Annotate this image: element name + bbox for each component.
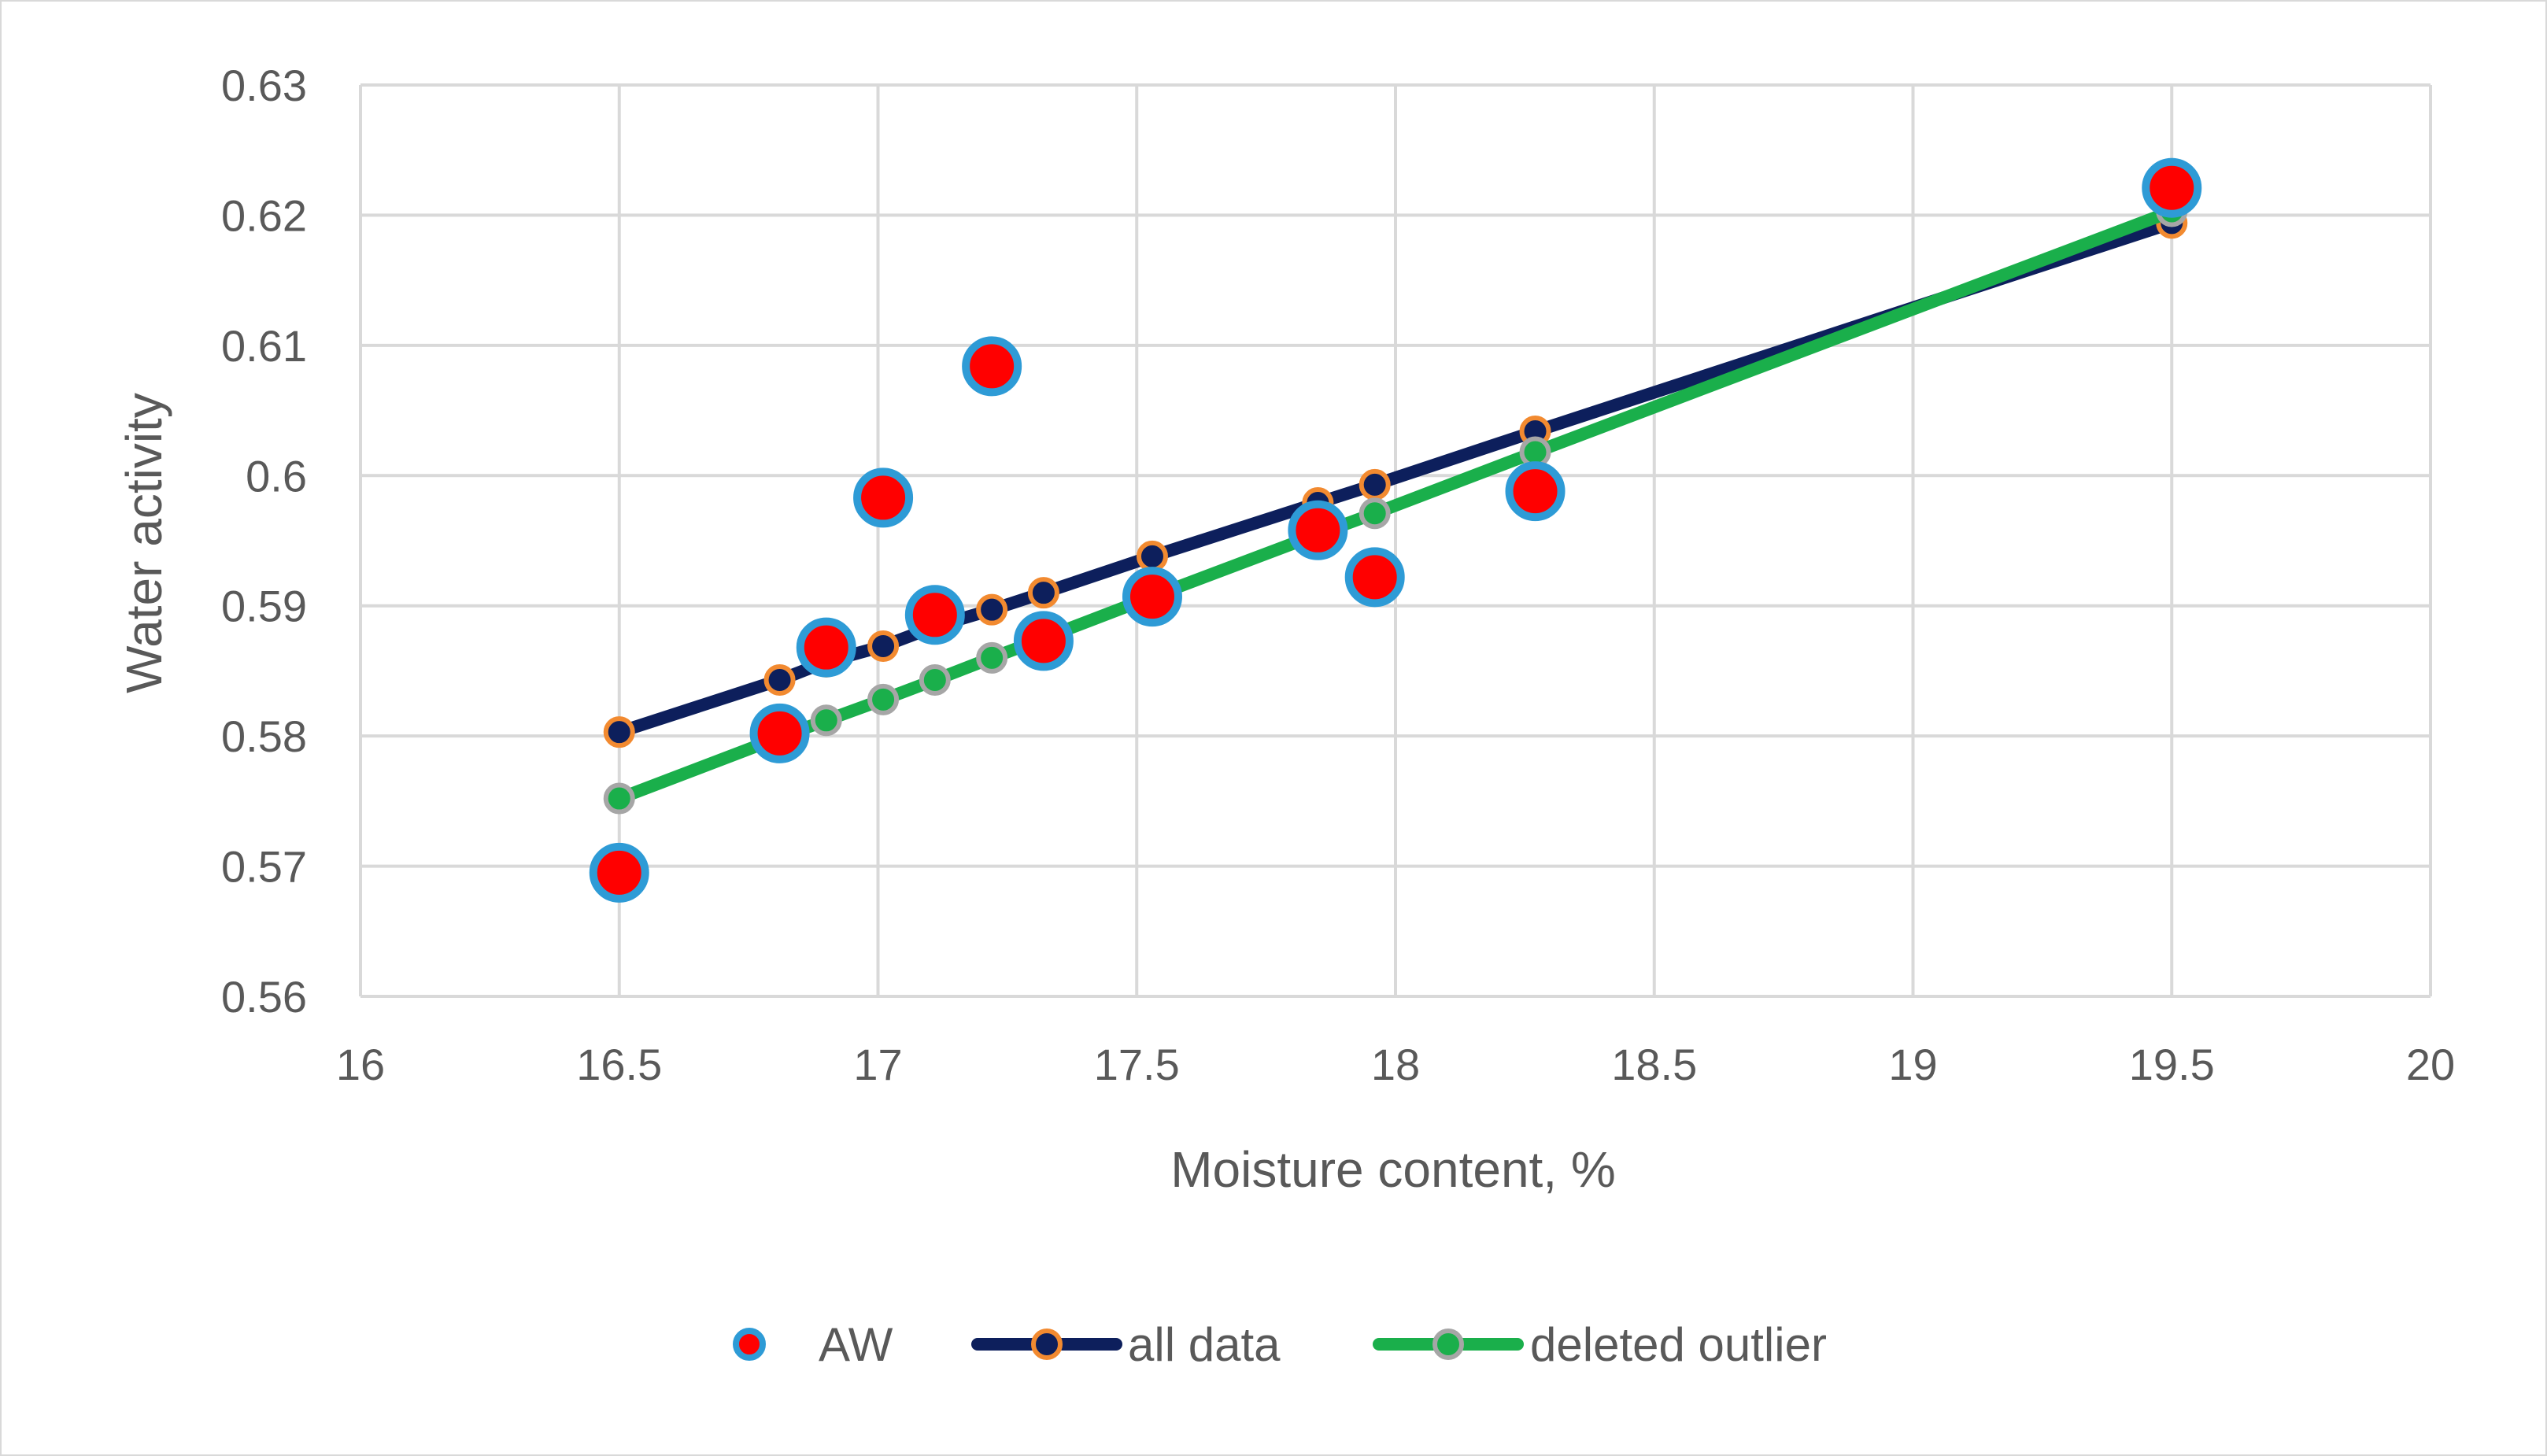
- data-point: [1027, 577, 1059, 609]
- data-point: [962, 336, 1022, 397]
- data-point: [904, 585, 965, 645]
- series-aw: [589, 157, 2202, 903]
- x-tick-label: 16.5: [576, 1040, 662, 1089]
- data-point: [1136, 540, 1168, 572]
- y-axis-title: Water activity: [116, 393, 172, 693]
- y-tick-label: 0.59: [221, 582, 307, 631]
- legend-item: all data: [971, 1318, 1281, 1371]
- x-tick-label: 17: [853, 1040, 902, 1089]
- data-point: [867, 683, 900, 715]
- x-tick-label: 16: [336, 1040, 385, 1089]
- x-tick-label: 18: [1371, 1040, 1420, 1089]
- x-tick-label: 18.5: [1611, 1040, 1697, 1089]
- y-tick-label: 0.62: [221, 190, 307, 240]
- gridlines: [359, 83, 2432, 998]
- x-tick-label: 19.5: [2129, 1040, 2215, 1089]
- legend-marker: [1031, 1329, 1063, 1360]
- data-point: [1288, 500, 1348, 560]
- legend-label: deleted outlier: [1530, 1318, 1827, 1371]
- data-point: [589, 842, 649, 903]
- legend-marker: [733, 1328, 766, 1361]
- legend-marker: [1432, 1329, 1464, 1360]
- y-tick-label: 0.61: [221, 321, 307, 371]
- y-tick-label: 0.58: [221, 711, 307, 761]
- data-series: [589, 157, 2202, 903]
- x-tick-label: 20: [2406, 1040, 2455, 1089]
- data-point: [976, 593, 1008, 626]
- data-point: [919, 664, 951, 697]
- legend-label: all data: [1128, 1318, 1281, 1371]
- data-point: [853, 467, 914, 528]
- data-point: [1505, 461, 1566, 522]
- legend-label: AW: [819, 1318, 893, 1371]
- data-point: [1359, 468, 1391, 501]
- data-point: [1359, 497, 1391, 530]
- y-tick-label: 0.57: [221, 842, 307, 892]
- y-tick-label: 0.56: [221, 972, 307, 1022]
- x-tick-label: 17.5: [1094, 1040, 1180, 1089]
- data-point: [796, 617, 856, 678]
- x-axis-title: Moisture content, %: [1170, 1141, 1616, 1198]
- data-point: [763, 664, 796, 697]
- data-point: [603, 782, 635, 815]
- y-tick-label: 0.63: [221, 61, 307, 110]
- tick-labels: 16 16.5 17 17.5 18 18.5 19 19.5 20 0.56 0.57 0.58 0.…: [221, 61, 2455, 1089]
- data-point: [1122, 567, 1182, 627]
- data-point: [603, 716, 635, 748]
- data-point: [749, 703, 810, 763]
- data-point: [810, 704, 842, 737]
- legend: AW all data deleted outlier: [733, 1318, 1827, 1371]
- y-tick-label: 0.6: [246, 451, 307, 501]
- data-point: [976, 641, 1008, 674]
- legend-item: deleted outlier: [1373, 1318, 1827, 1371]
- legend-item: AW: [733, 1318, 893, 1371]
- data-point: [2142, 157, 2202, 218]
- data-point: [1344, 547, 1405, 608]
- x-tick-label: 19: [1888, 1040, 1937, 1089]
- data-point: [867, 630, 900, 662]
- data-point: [1013, 611, 1074, 671]
